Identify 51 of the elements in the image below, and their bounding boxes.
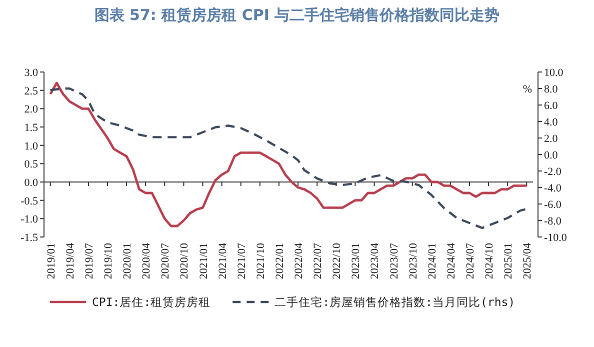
x-tick-label: 2019/04 (64, 242, 76, 280)
x-tick-label: 2023/04 (369, 242, 382, 280)
chart-title: 图表 57: 租赁房房租 CPI 与二手住宅销售价格指数同比走势 (94, 6, 500, 24)
x-tick-label: 2020/04 (140, 242, 153, 280)
x-tick-label: 2025/04 (522, 242, 534, 280)
x-tick-label: 2021/10 (254, 242, 267, 280)
x-tick-label: 2023/10 (407, 242, 420, 280)
y-tick-label: -0.5 (20, 195, 38, 208)
y2-tick-label: -4.0 (544, 182, 562, 194)
x-tick-label: 2024/10 (484, 242, 496, 280)
x-tick-label: 2023/07 (388, 242, 400, 280)
y2-tick-label: -6.0 (544, 199, 562, 211)
y2-tick-label: -2.0 (544, 166, 562, 178)
x-tick-label: 2021/01 (198, 243, 210, 280)
x-tick-label: 2024/04 (445, 242, 458, 280)
x-tick-label: 2022/10 (331, 242, 344, 280)
y-tick-label: -1.5 (20, 232, 38, 244)
y-tick-label: 0.5 (24, 158, 38, 171)
x-tick-label: 2020/10 (178, 242, 191, 280)
y-tick-label: 3.0 (24, 67, 38, 79)
y2-tick-label: 2.0 (544, 133, 558, 145)
legend-label: 二手住宅:房屋销售价格指数:当月同比(rhs) (274, 295, 516, 309)
y2-tick-label: 6.0 (544, 100, 558, 112)
x-tick-label: 2023/01 (350, 243, 362, 280)
y2-tick-label: 10.0 (544, 67, 564, 79)
x-tick-label: 2024/07 (464, 242, 476, 280)
x-tick-label: 2024/01 (426, 243, 438, 280)
y2-tick-label: 0.0 (544, 150, 558, 162)
y2-tick-label: 4.0 (544, 116, 558, 128)
y2-axis-title: % (522, 84, 532, 96)
legend-label: CPI:居住:租赁房房租 (92, 295, 211, 309)
x-tick-label: 2021/07 (236, 242, 248, 280)
x-tick-label: 2022/01 (274, 243, 286, 280)
y2-tick-label: -8.0 (544, 216, 562, 228)
y-tick-label: -1.0 (20, 214, 38, 226)
x-tick-label: 2022/07 (312, 242, 324, 280)
x-tick-label: 2019/01 (45, 243, 58, 280)
x-tick-label: 2025/01 (502, 243, 515, 280)
y-tick-label: 2.0 (24, 104, 38, 116)
y-tick-label: 1.5 (24, 122, 38, 134)
y2-tick-label: 8.0 (544, 84, 558, 96)
y-tick-label: 0.0 (24, 177, 38, 189)
x-tick-label: 2019/07 (83, 242, 96, 280)
x-tick-label: 2020/01 (122, 243, 134, 280)
x-tick-label: 2019/10 (102, 242, 115, 280)
y-tick-label: 1.0 (24, 140, 38, 152)
y-tick-label: 2.5 (24, 85, 38, 98)
y2-tick-label: -10.0 (544, 232, 568, 244)
x-tick-label: 2020/07 (160, 242, 172, 280)
x-tick-label: 2021/04 (216, 242, 229, 280)
x-tick-label: 2022/04 (293, 242, 306, 280)
